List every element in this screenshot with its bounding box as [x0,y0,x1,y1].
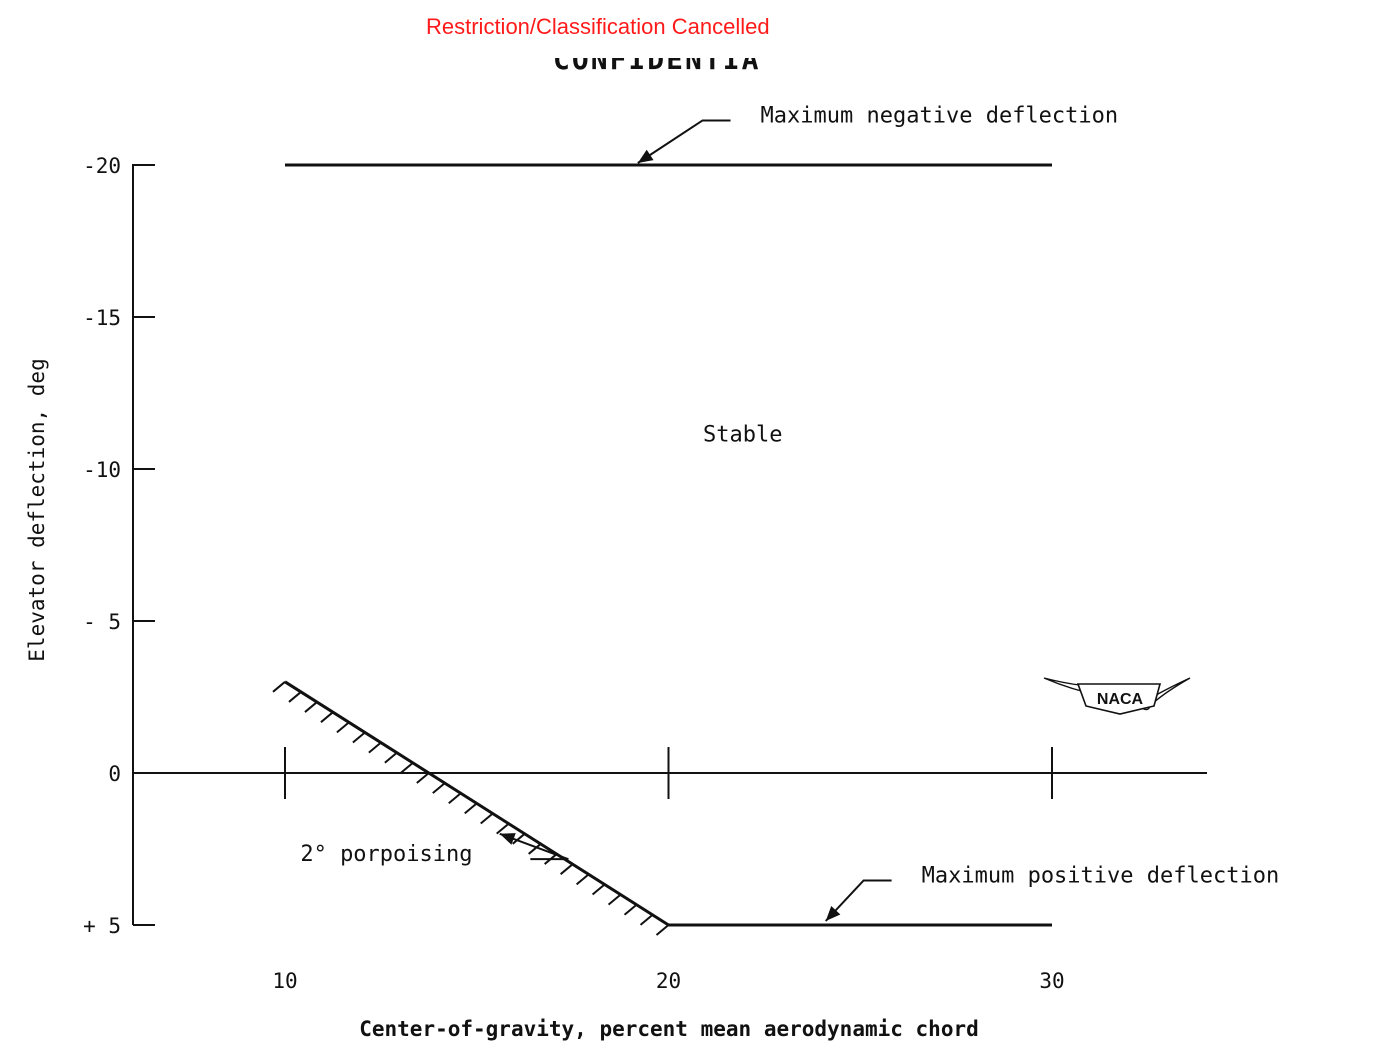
chart-series [272,119,1052,936]
y-tick-label: 0 [108,762,121,786]
x-tick-label: 30 [1039,969,1064,993]
y-tick-label: -20 [83,154,121,178]
chart-labels: -20 -15 -10 - 5 0 + 5 10 20 30 Maximum negative d… [83,103,1279,993]
y-tick-label: + 5 [83,914,121,938]
porpoising-hatch [384,751,398,764]
porpoising-hatch [448,792,462,805]
x-tick-label: 10 [272,969,297,993]
naca-wings-logo: NACA [1043,677,1191,715]
leader-porpoising-head [499,833,516,845]
porpoising-hatch [464,802,478,815]
porpoising-hatch [496,822,510,835]
annotation-porpoising: 2° porpoising [300,842,472,867]
classification-cancelled-notice: Restriction/Classification Cancelled [426,14,770,39]
chart-axes [132,164,1207,926]
confidential-stamp-text: CONFIDENTIAL [553,58,763,76]
porpoising-hatch [591,883,606,896]
porpoising-hatch [368,741,382,754]
leader-max-negative-head [637,149,654,163]
porpoising-hatch [512,833,526,845]
porpoising-hatch [655,924,670,936]
porpoising-hatch [607,893,622,906]
naca-logo-shield [1076,683,1162,715]
y-axis-title: Elevator deflection, deg [25,358,49,661]
porpoising-hatch [320,711,334,723]
annotation-max-positive: Maximum positive deflection [922,863,1280,888]
y-tick-label: -15 [83,306,121,330]
x-axis-title: Center-of-gravity, percent mean aerodyna… [359,1017,979,1041]
porpoising-hatch [416,772,430,784]
confidential-stamp: CONFIDENTIAL [553,58,763,80]
y-tick-label: - 5 [83,610,121,634]
y-tick-label: -10 [83,458,121,482]
leader-max-positive [825,879,892,922]
leader-max-negative [637,119,731,164]
naca-logo-text: NACA [1097,691,1144,708]
annotation-max-negative: Maximum negative deflection [761,103,1119,128]
porpoising-hatch [352,731,366,744]
porpoising-hatch [559,863,574,875]
porpoising-hatch [272,681,286,693]
porpoising-hatch [336,721,350,734]
porpoising-hatch [528,843,542,855]
leader-porpoising [499,832,569,861]
porpoising-hatch [623,903,638,916]
porpoising-hatch [432,782,446,794]
porpoising-hatch [304,701,318,713]
x-tick-label: 20 [656,969,681,993]
porpoising-hatch [400,762,414,774]
annotation-stable: Stable [703,423,782,448]
leader-max-positive-head [825,905,841,921]
porpoising-hatch [575,873,590,886]
porpoising-hatch [480,812,494,825]
porpoising-hatch [288,691,302,703]
porpoising-hatch [639,914,654,926]
